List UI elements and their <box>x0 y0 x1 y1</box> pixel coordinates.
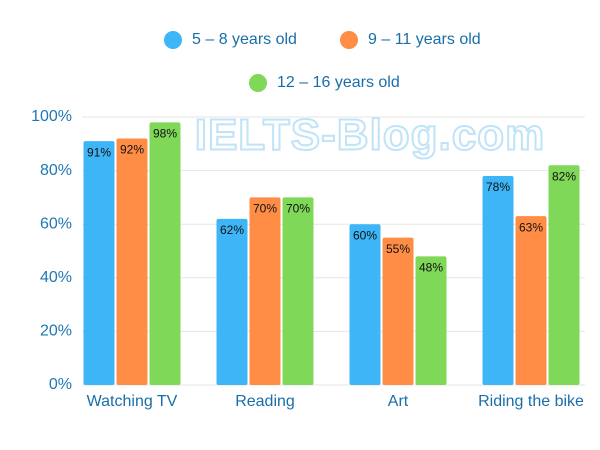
bar <box>382 237 414 385</box>
bar <box>116 138 148 385</box>
y-tick-label: 60% <box>40 215 72 232</box>
bar <box>149 122 181 386</box>
y-tick-label: 40% <box>40 269 72 286</box>
value-label: 60% <box>353 228 377 242</box>
value-label: 98% <box>153 127 177 141</box>
legend-marker <box>249 74 267 92</box>
value-label: 70% <box>286 202 310 216</box>
x-tick-label: Riding the bike <box>478 393 584 410</box>
legend-label: 9 – 11 years old <box>368 31 481 48</box>
bar <box>349 224 381 385</box>
bar <box>515 216 547 385</box>
y-tick-label: 20% <box>40 323 72 340</box>
bar <box>548 165 580 385</box>
y-tick-label: 0% <box>49 376 72 393</box>
x-tick-label: Watching TV <box>87 393 178 410</box>
x-tick-label: Reading <box>235 393 295 410</box>
value-label: 48% <box>419 261 443 275</box>
y-tick-label: 80% <box>40 162 72 179</box>
value-label: 55% <box>386 242 410 256</box>
y-tick-label: 100% <box>31 108 72 125</box>
bar <box>415 256 447 385</box>
bar <box>282 197 314 385</box>
legend-label: 5 – 8 years old <box>192 31 297 48</box>
value-label: 62% <box>220 223 244 237</box>
value-label: 92% <box>120 143 144 157</box>
x-tick-label: Art <box>388 393 409 410</box>
bar <box>216 218 248 385</box>
bar <box>83 141 115 385</box>
legend-label: 12 – 16 years old <box>277 74 400 91</box>
bar <box>249 197 281 385</box>
value-label: 91% <box>87 145 111 159</box>
value-label: 70% <box>253 202 277 216</box>
value-label: 63% <box>519 220 543 234</box>
legend-marker <box>340 31 358 49</box>
value-label: 82% <box>552 169 576 183</box>
watermark: IELTS-Blog.com <box>195 111 546 160</box>
value-label: 78% <box>486 180 510 194</box>
bar <box>482 175 514 385</box>
legend-marker <box>164 31 182 49</box>
